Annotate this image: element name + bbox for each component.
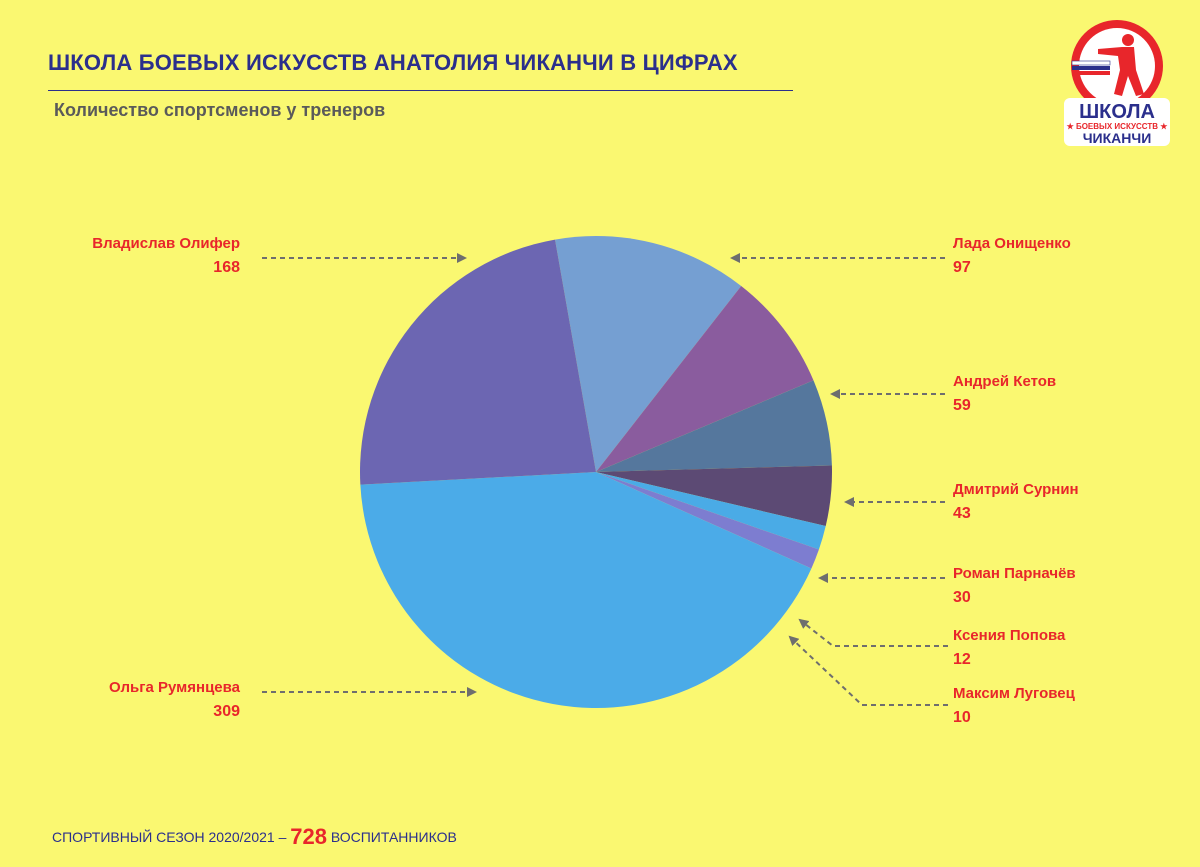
- slice-label-value-6: 10: [953, 709, 971, 726]
- leader-arrow-6: [790, 637, 948, 705]
- footer-total: 728: [290, 824, 327, 849]
- slice-label-name-3: Дмитрий Сурнин: [953, 481, 1079, 498]
- slice-label-name-1: Лада Онищенко: [953, 235, 1071, 252]
- school-logo: ШКОЛА ★ БОЕВЫХ ИСКУССТВ ★ ЧИКАНЧИ: [1058, 14, 1176, 150]
- leader-arrow-5: [800, 620, 948, 646]
- pie-slice-8: [360, 240, 596, 485]
- slice-label-value-5: 12: [953, 651, 971, 668]
- slice-label-value-8: 168: [213, 259, 240, 276]
- footer-suffix: ВОСПИТАННИКОВ: [331, 829, 457, 845]
- slice-label-name-4: Роман Парначёв: [953, 565, 1076, 582]
- slice-label-name-6: Максим Луговец: [953, 685, 1076, 702]
- slice-label-value-3: 43: [953, 505, 971, 522]
- logo-stripes: [1072, 61, 1110, 75]
- logo-line1: ШКОЛА: [1079, 101, 1155, 123]
- slice-label-value-7: 309: [213, 703, 240, 720]
- slice-label-value-1: 97: [953, 259, 971, 276]
- logo-line3: ЧИКАНЧИ: [1083, 130, 1152, 146]
- slice-label-value-2: 59: [953, 397, 971, 414]
- footer-prefix: СПОРТИВНЫЙ СЕЗОН 2020/2021 –: [52, 829, 286, 845]
- slice-label-name-2: Андрей Кетов: [953, 373, 1056, 390]
- slice-label-value-4: 30: [953, 589, 971, 606]
- slice-label-name-7: Ольга Румянцева: [109, 679, 241, 696]
- footer-summary: СПОРТИВНЫЙ СЕЗОН 2020/2021 – 728 ВОСПИТА…: [52, 822, 457, 848]
- slice-label-name-8: Владислав Олифер: [92, 235, 240, 252]
- slice-label-name-5: Ксения Попова: [953, 627, 1066, 644]
